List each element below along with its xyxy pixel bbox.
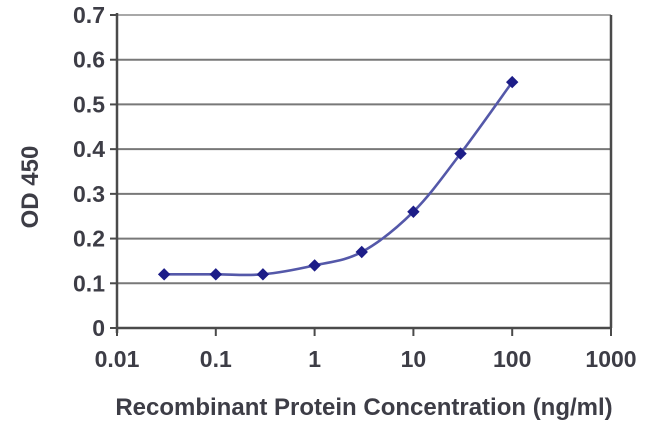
y-tick-label: 0.1 [73, 270, 105, 296]
x-tick-label: 1000 [585, 346, 636, 372]
y-tick-label: 0.4 [73, 136, 105, 162]
x-tick-labels: 0.01 0.1 1 10 100 1000 [95, 346, 637, 372]
x-tick-label: 0.01 [95, 346, 140, 372]
x-tick-label: 100 [493, 346, 531, 372]
y-tick-label: 0.6 [73, 47, 105, 73]
data-point-marker [505, 75, 519, 89]
data-point-marker [454, 147, 467, 160]
data-point-marker [209, 268, 223, 281]
y-tick-label: 0.3 [73, 181, 105, 207]
axes [110, 13, 613, 336]
y-axis-title: OD 450 [17, 146, 44, 229]
y-tick-label: 0 [92, 315, 105, 341]
y-tick-label: 0.2 [73, 226, 105, 252]
gridlines [117, 14, 611, 285]
series-line [164, 81, 514, 277]
y-tick-label: 0.5 [73, 91, 105, 117]
data-point-marker [256, 268, 270, 281]
y-tick-label: 0.7 [73, 2, 105, 28]
x-tick-label: 10 [401, 346, 427, 372]
x-tick-label: 0.1 [200, 346, 232, 372]
data-point-marker [308, 259, 321, 272]
x-tick-label: 1 [308, 346, 321, 372]
data-point-markers [157, 75, 519, 281]
data-point-marker [157, 268, 171, 281]
y-tick-labels: 0 0.1 0.2 0.3 0.4 0.5 0.6 0.7 [73, 2, 105, 341]
data-point-marker [407, 205, 420, 218]
data-series-line [164, 81, 514, 277]
x-axis-title: Recombinant Protein Concentration (ng/ml… [115, 394, 612, 421]
data-point-marker [355, 245, 368, 259]
